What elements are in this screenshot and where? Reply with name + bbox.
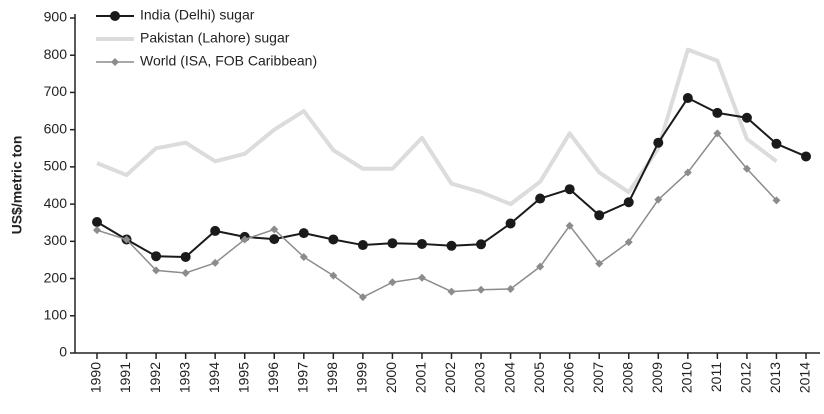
x-tick-label: 2000: [383, 362, 399, 393]
point: [771, 138, 782, 149]
legend-label: India (Delhi) sugar: [140, 7, 255, 23]
x-tick-label: 2012: [738, 362, 754, 393]
point: [713, 129, 722, 138]
y-tick-label: 700: [44, 83, 68, 99]
x-tick-label: 2005: [531, 362, 547, 393]
point: [742, 164, 751, 173]
x-tick-label: 2004: [501, 362, 517, 393]
point: [505, 218, 516, 229]
point: [122, 235, 131, 244]
point: [447, 287, 456, 296]
point: [595, 259, 604, 268]
x-tick-label: 2014: [797, 362, 813, 393]
point: [93, 226, 101, 235]
point: [269, 234, 280, 245]
y-tick-label: 400: [44, 195, 68, 211]
x-tick-label: 2001: [413, 362, 429, 393]
point: [741, 112, 752, 123]
x-tick-label: 1996: [265, 362, 281, 393]
y-tick-label: 500: [44, 158, 68, 174]
point: [151, 251, 162, 262]
point: [299, 252, 308, 261]
x-tick-label: 1993: [176, 362, 192, 393]
point: [152, 266, 161, 275]
point: [210, 225, 221, 236]
point: [682, 93, 693, 104]
y-tick-label: 600: [44, 120, 68, 136]
x-tick-label: 2006: [560, 362, 576, 393]
point: [92, 216, 102, 227]
y-tick-label: 100: [44, 306, 68, 322]
x-tick-label: 2010: [679, 362, 695, 393]
x-tick-label: 1990: [88, 362, 104, 393]
point: [535, 193, 546, 204]
series-line: [96, 132, 778, 298]
point: [357, 240, 368, 251]
point: [446, 240, 457, 251]
series-line: [96, 97, 807, 258]
x-tick-label: 2008: [619, 362, 635, 393]
x-tick-label: 2003: [472, 362, 488, 393]
point: [564, 184, 575, 195]
legend-label: World (ISA, FOB Caribbean): [140, 53, 317, 69]
point: [477, 285, 486, 294]
point: [358, 293, 367, 302]
point: [536, 262, 545, 271]
point: [476, 239, 487, 250]
x-tick-label: 2009: [649, 362, 665, 393]
point: [801, 151, 811, 162]
y-tick-label: 300: [44, 232, 68, 248]
point: [181, 268, 190, 277]
y-tick-label: 800: [44, 46, 68, 62]
point: [565, 221, 574, 230]
y-tick-label: 900: [44, 9, 68, 25]
point: [594, 210, 605, 221]
point: [623, 197, 634, 208]
point: [653, 137, 664, 148]
x-tick-label: 2013: [767, 362, 783, 393]
point: [270, 225, 279, 234]
x-tick-label: 1994: [206, 362, 222, 393]
y-tick-label: 200: [44, 269, 68, 285]
point: [772, 196, 781, 205]
x-tick-label: 1999: [354, 362, 370, 393]
y-tick-label: 0: [59, 344, 67, 360]
point: [329, 271, 338, 280]
point: [387, 238, 398, 249]
point: [180, 251, 191, 262]
x-tick-label: 1992: [147, 362, 163, 393]
x-tick-label: 1991: [117, 362, 133, 393]
point: [328, 234, 339, 245]
x-tick-label: 2011: [708, 362, 724, 392]
legend-marker: [111, 58, 119, 66]
point: [506, 284, 515, 293]
x-tick-label: 2002: [442, 362, 458, 393]
y-axis-label: US$/metric ton: [9, 136, 25, 235]
x-tick-label: 2007: [590, 362, 606, 393]
point: [211, 258, 220, 267]
legend-label: Pakistan (Lahore) sugar: [140, 30, 290, 46]
point: [240, 235, 249, 244]
point: [416, 238, 427, 249]
point: [417, 273, 426, 282]
point: [298, 228, 309, 239]
x-tick-label: 1997: [294, 362, 310, 393]
x-tick-label: 1995: [235, 362, 251, 393]
point: [654, 195, 663, 204]
point: [624, 238, 633, 247]
x-tick-label: 1998: [324, 362, 340, 393]
point: [712, 107, 723, 118]
series-line: [96, 47, 778, 207]
point: [388, 278, 397, 287]
legend-marker: [110, 11, 120, 21]
point: [683, 168, 692, 177]
